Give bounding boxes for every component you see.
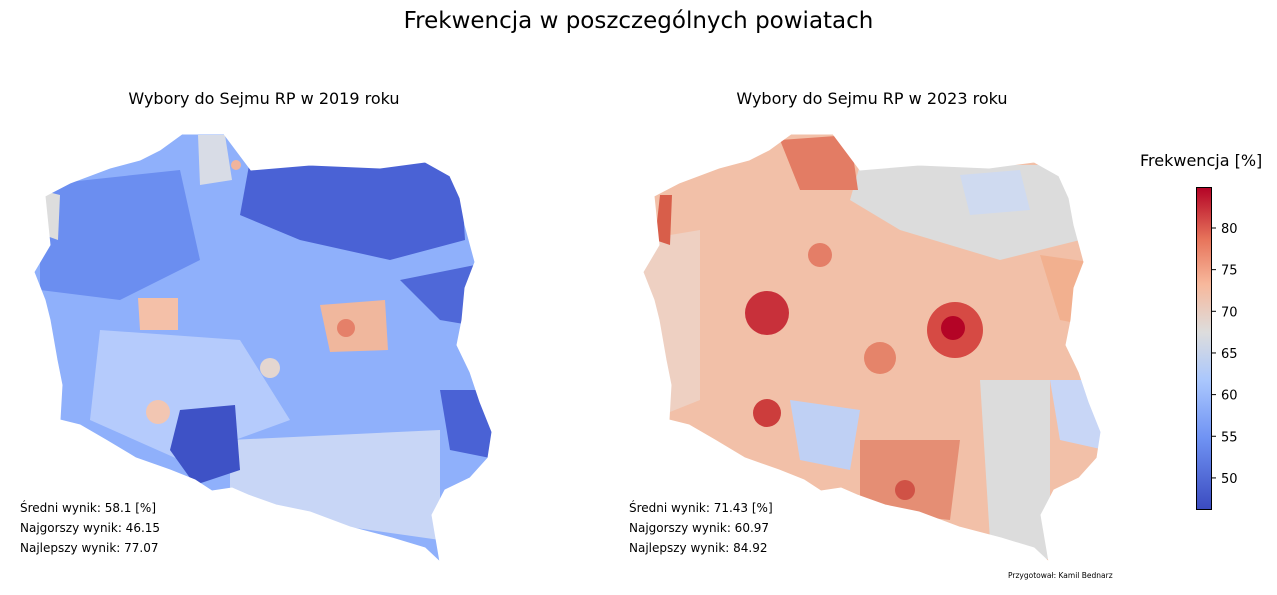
credit-note: Przygotował: Kamil Bednarz (1008, 571, 1113, 580)
colorbar-tick-label: 80 (1221, 222, 1238, 237)
min-2019: Najgorszy wynik: 46.15 (20, 521, 161, 535)
mean-2023: Średni wynik: 71.43 [%] (629, 501, 773, 515)
max-2019: Najlepszy wynik: 77.07 (20, 541, 159, 555)
figure-title: Frekwencja w poszczególnych powiatach (403, 8, 874, 34)
colorbar-tick-label: 60 (1221, 389, 1238, 404)
colorbar-tick-label: 50 (1221, 472, 1238, 487)
max-2023: Najlepszy wynik: 84.92 (629, 541, 768, 555)
colorbar-tick-label: 55 (1221, 430, 1238, 445)
colorbar-tick-label: 65 (1221, 347, 1238, 362)
colorbar-tick-label: 70 (1221, 305, 1238, 320)
map-2023-title: Wybory do Sejmu RP w 2023 roku (736, 89, 1008, 108)
mean-2019: Średni wynik: 58.1 [%] (20, 501, 157, 515)
colorbar-title: Frekwencja [%] (1140, 151, 1263, 170)
colorbar (1196, 187, 1212, 510)
min-2023: Najgorszy wynik: 60.97 (629, 521, 770, 535)
stats-2023: Średni wynik: 71.43 [%] Najgorszy wynik:… (629, 498, 773, 558)
colorbar-tick-label: 75 (1221, 264, 1238, 279)
colorbar-axis: 80 75 70 65 60 55 50 (1212, 222, 1238, 487)
map-2019-title: Wybory do Sejmu RP w 2019 roku (128, 89, 400, 108)
stats-2019: Średni wynik: 58.1 [%] Najgorszy wynik: … (20, 498, 160, 558)
